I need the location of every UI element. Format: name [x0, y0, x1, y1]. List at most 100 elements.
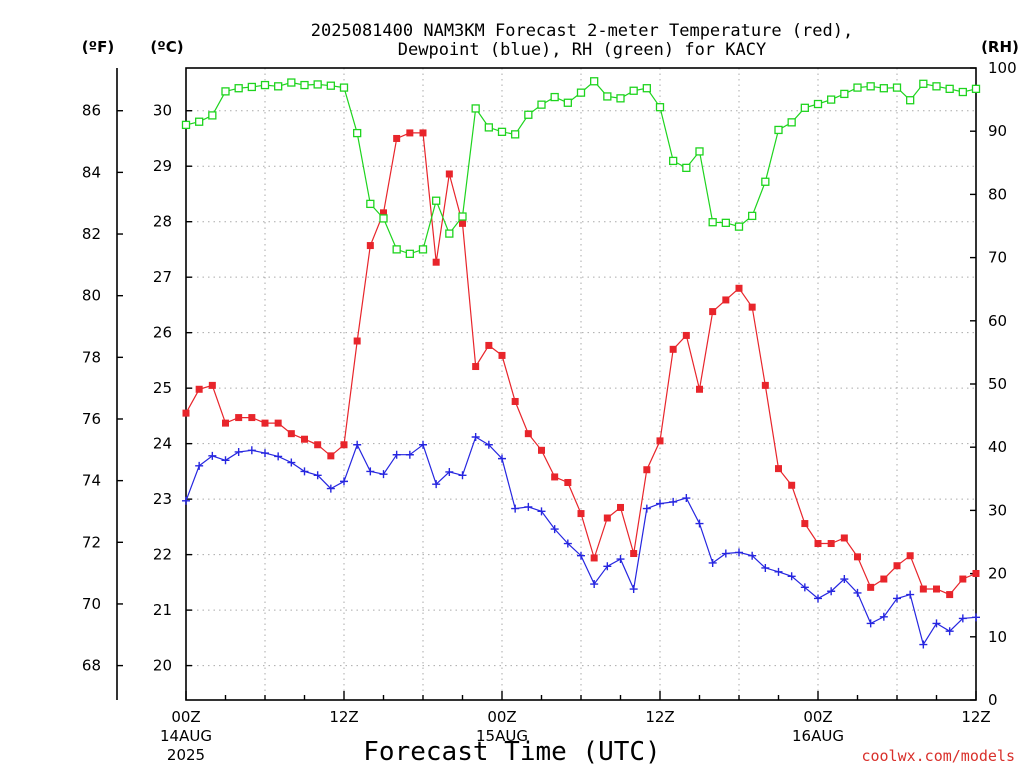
rh-point: [208, 111, 217, 120]
temperature-point: [919, 585, 927, 593]
temperature-point: [959, 575, 967, 583]
temperature-point: [459, 219, 466, 227]
temperature-point: [867, 583, 875, 591]
x-tick-label-time: 12Z: [961, 708, 990, 726]
temperature-point: [775, 465, 782, 473]
rh-point: [840, 89, 849, 99]
dewpoint-point: [392, 450, 401, 459]
rh-point: [353, 128, 362, 138]
temperature-point: [906, 552, 914, 560]
rh-point: [484, 123, 493, 132]
temperature-point: [827, 540, 835, 548]
rh-tick-label: 80: [988, 185, 1007, 203]
temperature-point: [840, 534, 848, 542]
rh-point: [418, 245, 428, 254]
rh-point: [260, 80, 270, 90]
rh-point: [458, 212, 467, 221]
celsius-tick-label: 21: [153, 601, 172, 619]
temperature-point: [498, 351, 506, 359]
rh-point: [392, 245, 401, 254]
rh-point: [313, 80, 322, 89]
dewpoint-point: [498, 454, 506, 463]
temperature-point: [261, 419, 269, 427]
celsius-tick-label: 24: [153, 435, 172, 453]
temperature-point: [327, 452, 335, 460]
temperature-point: [366, 242, 374, 250]
temperature-point: [761, 381, 769, 389]
temperature-point: [603, 514, 611, 522]
dewpoint-point: [366, 467, 375, 476]
rh-point: [813, 99, 823, 109]
dewpoint-point: [484, 440, 493, 449]
dewpoint-point: [537, 507, 546, 516]
rh-tick-label: 70: [988, 249, 1007, 267]
celsius-tick-label: 28: [153, 213, 172, 231]
rh-point: [748, 211, 757, 221]
rh-point: [787, 118, 796, 127]
rh-point: [827, 95, 836, 104]
rh-point: [642, 84, 651, 93]
temperature-point: [577, 510, 585, 518]
dewpoint-point: [208, 451, 217, 460]
rh-point: [945, 84, 954, 94]
fahrenheit-tick-label: 80: [82, 287, 101, 305]
celsius-tick-label: 30: [153, 102, 172, 120]
temperature-point: [854, 553, 861, 561]
rh-point: [971, 84, 981, 94]
dewpoint-point: [287, 458, 296, 467]
dewpoint-point: [761, 563, 770, 572]
temperature-point: [287, 430, 295, 438]
unit-label-rh: (RH): [981, 38, 1019, 56]
celsius-tick-label: 20: [153, 657, 172, 675]
dewpoint-point: [827, 587, 836, 596]
celsius-tick-label: 23: [153, 490, 172, 508]
dewpoint-point: [550, 525, 559, 534]
rh-tick-label: 90: [988, 122, 1007, 140]
rh-point: [800, 103, 809, 112]
dewpoint-point: [471, 432, 480, 441]
rh-point: [195, 117, 204, 126]
rh-point: [287, 78, 296, 87]
rh-point: [906, 96, 915, 105]
x-tick-label-date: 15AUG: [476, 727, 528, 745]
temperature-point: [590, 554, 598, 562]
dewpoint-point: [656, 499, 664, 508]
rh-point: [445, 229, 454, 238]
temperature-point: [432, 258, 440, 266]
temperature-point: [235, 414, 243, 422]
dewpoint-point: [879, 612, 888, 621]
dewpoint-point: [221, 456, 230, 465]
rh-point: [866, 82, 875, 91]
temperature-point: [564, 478, 572, 486]
temperature-point: [380, 209, 387, 217]
x-tick-label-time: 00Z: [803, 708, 832, 726]
fahrenheit-tick-label: 68: [82, 657, 101, 675]
unit-label-celsius: (ºC): [150, 38, 183, 56]
temperature-point: [972, 569, 980, 577]
temperature-point: [182, 409, 190, 417]
dewpoint-point: [682, 494, 691, 503]
rh-point: [734, 222, 744, 231]
unit-label-fahrenheit: (ºF): [82, 38, 114, 56]
dewpoint-point: [840, 575, 849, 584]
temperature-point: [933, 585, 940, 593]
temperature-point: [419, 129, 427, 137]
fahrenheit-tick-label: 82: [82, 225, 101, 243]
dewpoint-point: [708, 558, 717, 567]
temperature-point: [524, 430, 532, 438]
dewpoint-point: [340, 477, 348, 486]
dewpoint-point: [405, 450, 414, 459]
fahrenheit-tick-label: 76: [82, 410, 101, 428]
rh-point: [695, 147, 704, 156]
dewpoint-point: [274, 452, 283, 461]
temperature-point: [709, 308, 717, 316]
dewpoint-point: [353, 440, 362, 449]
rh-tick-label: 50: [988, 375, 1007, 393]
temperature-point: [485, 341, 493, 349]
dewpoint-point: [616, 555, 625, 564]
rh-point: [721, 218, 730, 227]
temperature-point: [748, 303, 756, 311]
dewpoint-point: [787, 572, 796, 581]
rh-point: [300, 80, 309, 90]
rh-point: [576, 88, 586, 97]
